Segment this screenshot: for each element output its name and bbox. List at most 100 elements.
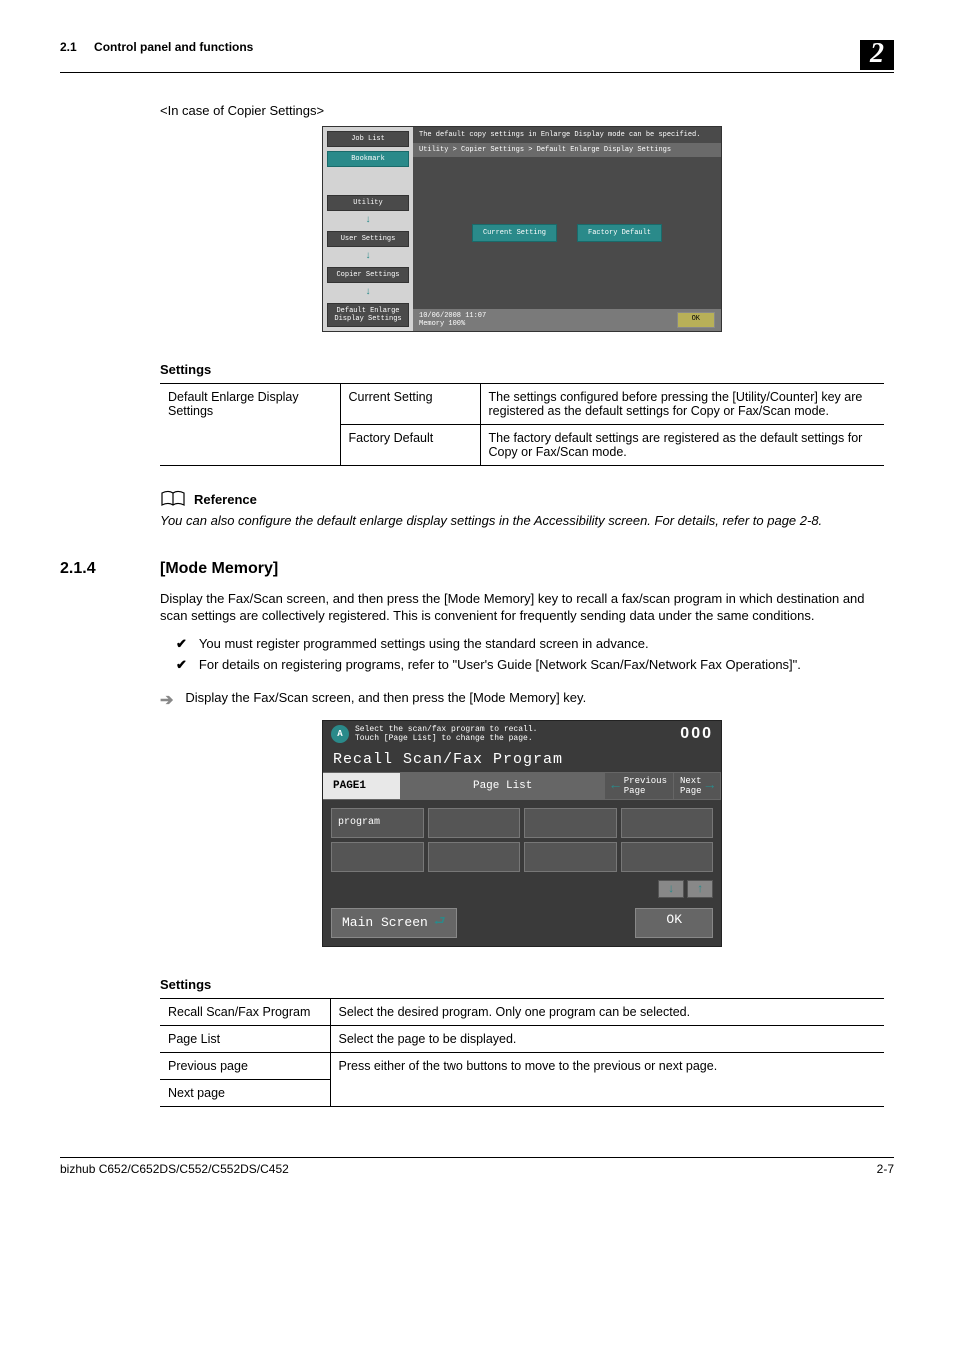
reference-title: Reference — [194, 492, 257, 507]
scroll-down-button[interactable]: ↓ — [658, 880, 684, 898]
main-screen-button[interactable]: Main Screen ⮐ — [331, 908, 457, 938]
table-cell: Recall Scan/Fax Program — [160, 998, 330, 1025]
job-list-button[interactable]: Job List — [327, 131, 409, 147]
check-item: ✔ You must register programmed settings … — [176, 635, 884, 653]
mode-memory-intro: Display the Fax/Scan screen, and then pr… — [160, 590, 884, 625]
page-header: 2.1 Control panel and functions 2 — [60, 40, 894, 73]
shot2-tabs: PAGE1 Page List ← Previous Page Next Page… — [323, 773, 721, 800]
step-text: Display the Fax/Scan screen, and then pr… — [185, 690, 586, 710]
ok-button[interactable]: OK — [635, 908, 713, 938]
footer-model: bizhub C652/C652DS/C552/C552DS/C452 — [60, 1162, 289, 1176]
table-cell: Factory Default — [340, 425, 480, 466]
ok-button[interactable]: OK — [677, 312, 715, 328]
chevron-down-icon: ↓ — [327, 287, 409, 299]
factory-default-button[interactable]: Factory Default — [577, 224, 662, 242]
program-cell[interactable] — [428, 842, 521, 872]
check-icon: ✔ — [176, 656, 187, 674]
shot2-hint2: Touch [Page List] to change the page. — [355, 734, 537, 743]
table-row: Previous page Press either of the two bu… — [160, 1052, 884, 1079]
shot1-sidebar: Job List Bookmark Utility ↓ User Setting… — [323, 127, 413, 331]
shot1-footer-info: 10/06/2008 11:07 Memory 100% — [419, 312, 486, 328]
shot2-topbar: A Select the scan/fax program to recall.… — [323, 721, 721, 747]
settings-table-1: Default Enlarge Display Settings Current… — [160, 383, 884, 466]
reference-row: Reference — [160, 490, 884, 508]
recall-program-screenshot: A Select the scan/fax program to recall.… — [322, 720, 722, 947]
footer-page: 2-7 — [877, 1162, 894, 1176]
check-text: You must register programmed settings us… — [199, 635, 649, 653]
arrow-icon: ➔ — [160, 690, 173, 710]
chevron-down-icon: ↓ — [327, 215, 409, 227]
table-cell: Select the desired program. Only one pro… — [330, 998, 884, 1025]
shot1-datetime: 10/06/2008 11:07 — [419, 312, 486, 320]
settings-table-2: Recall Scan/Fax Program Select the desir… — [160, 998, 884, 1107]
next-page-button[interactable]: Next Page→ — [674, 773, 721, 799]
settings-heading: Settings — [160, 977, 884, 992]
page1-tab[interactable]: PAGE1 — [323, 773, 401, 799]
program-cell[interactable] — [524, 808, 617, 838]
program-cell[interactable] — [621, 842, 714, 872]
bookmark-button[interactable]: Bookmark — [327, 151, 409, 167]
copier-settings-button[interactable]: Copier Settings — [327, 267, 409, 283]
scroll-up-button[interactable]: ↑ — [687, 880, 713, 898]
enlarge-icon: A — [331, 725, 349, 743]
copier-caption: <In case of Copier Settings> — [160, 103, 884, 118]
table-cell: Press either of the two buttons to move … — [330, 1052, 884, 1106]
user-settings-button[interactable]: User Settings — [327, 231, 409, 247]
table-cell: Default Enlarge Display Settings — [160, 384, 340, 466]
next-label: Next Page — [680, 776, 702, 796]
shot1-body: Current Setting Factory Default — [413, 157, 721, 309]
arrow-right-icon: → — [706, 778, 714, 794]
current-setting-button[interactable]: Current Setting — [472, 224, 557, 242]
program-cell[interactable] — [621, 808, 714, 838]
section-num: 2.1.4 — [60, 560, 130, 578]
table-row: Default Enlarge Display Settings Current… — [160, 384, 884, 425]
settings-heading: Settings — [160, 362, 884, 377]
shot2-bottom: Main Screen ⮐ OK — [323, 904, 721, 946]
shot1-memory: Memory 100% — [419, 320, 486, 328]
table-cell: Select the page to be displayed. — [330, 1025, 884, 1052]
shot2-hint1: Select the scan/fax program to recall. — [355, 725, 537, 734]
check-item: ✔ For details on registering programs, r… — [176, 656, 884, 674]
previous-page-button[interactable]: ← Previous Page — [605, 773, 674, 799]
shot1-footer: 10/06/2008 11:07 Memory 100% OK — [413, 309, 721, 331]
shot1-breadcrumb: Utility > Copier Settings > Default Enla… — [413, 143, 721, 157]
header-left: 2.1 Control panel and functions — [60, 40, 253, 54]
utility-button[interactable]: Utility — [327, 195, 409, 211]
program-cell[interactable] — [524, 842, 617, 872]
header-section-num: 2.1 — [60, 40, 77, 54]
return-icon: ⮐ — [434, 912, 446, 934]
copier-settings-screenshot: Job List Bookmark Utility ↓ User Setting… — [322, 126, 722, 332]
page-list-button[interactable]: Page List — [401, 773, 605, 799]
chapter-badge: 2 — [860, 40, 894, 70]
table-cell: Previous page — [160, 1052, 330, 1079]
section-head: 2.1.4 [Mode Memory] — [60, 560, 894, 578]
program-cell[interactable]: program — [331, 808, 424, 838]
shot2-hint: Select the scan/fax program to recall. T… — [355, 725, 537, 743]
check-icon: ✔ — [176, 635, 187, 653]
table-row: Recall Scan/Fax Program Select the desir… — [160, 998, 884, 1025]
table-cell: The factory default settings are registe… — [480, 425, 884, 466]
header-section-title: Control panel and functions — [94, 40, 253, 54]
step-row: ➔ Display the Fax/Scan screen, and then … — [160, 690, 884, 710]
table-cell: The settings configured before pressing … — [480, 384, 884, 425]
shot2-title: Recall Scan/Fax Program — [323, 747, 721, 773]
table-cell: Page List — [160, 1025, 330, 1052]
program-grid: program — [323, 800, 721, 880]
main-screen-label: Main Screen — [342, 915, 428, 930]
table-cell: Current Setting — [340, 384, 480, 425]
shot1-titlebar: The default copy settings in Enlarge Dis… — [413, 127, 721, 143]
copies-counter: 000 — [680, 725, 713, 743]
check-text: For details on registering programs, ref… — [199, 656, 801, 674]
program-cell[interactable] — [331, 842, 424, 872]
arrow-left-icon: ← — [611, 778, 619, 794]
default-enlarge-button[interactable]: Default Enlarge Display Settings — [327, 303, 409, 327]
scroll-buttons: ↓ ↑ — [323, 880, 721, 904]
reference-body: You can also configure the default enlar… — [160, 512, 884, 530]
chevron-down-icon: ↓ — [327, 251, 409, 263]
table-cell: Next page — [160, 1079, 330, 1106]
shot1-main: The default copy settings in Enlarge Dis… — [413, 127, 721, 331]
reference-icon — [160, 490, 186, 508]
table-row: Page List Select the page to be displaye… — [160, 1025, 884, 1052]
prev-label: Previous Page — [624, 776, 667, 796]
program-cell[interactable] — [428, 808, 521, 838]
